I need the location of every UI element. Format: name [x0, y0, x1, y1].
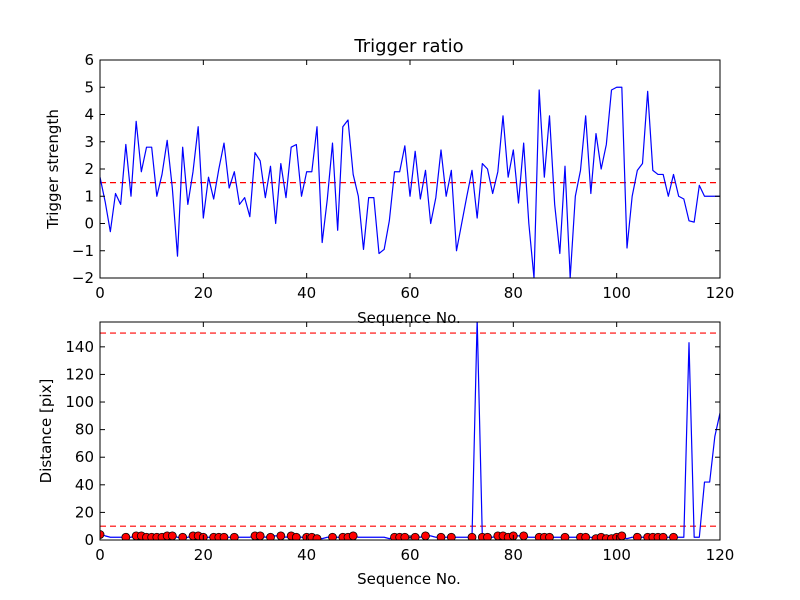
- distance-y-tick-label: 20: [75, 503, 94, 521]
- distance-y-tick-label: 40: [75, 476, 94, 494]
- trigger-series-line: [100, 86, 720, 278]
- distance-x-tick-label: 80: [504, 546, 523, 564]
- distance-x-tick-label: 20: [194, 546, 213, 564]
- distance-y-tick-label: 120: [65, 365, 94, 383]
- distance-marker-point: [669, 532, 678, 540]
- distance-marker-point: [421, 531, 430, 540]
- trigger-x-tick-label: 100: [602, 284, 631, 302]
- distance-marker-point: [100, 530, 105, 539]
- distance-x-tick-label: 120: [706, 546, 735, 564]
- trigger-y-tick-label: −2: [72, 269, 94, 287]
- distance-marker-point: [446, 532, 456, 540]
- distance-ylabel: Distance [pix]: [37, 379, 55, 484]
- distance-marker-point: [167, 531, 177, 540]
- distance-x-tick-label: 60: [400, 546, 419, 564]
- trigger-y-tick-label: 3: [84, 133, 94, 151]
- distance-marker-point: [483, 532, 492, 540]
- trigger-y-tick-label: 1: [84, 187, 94, 205]
- trigger-x-tick-label: 60: [400, 284, 419, 302]
- distance-marker-point: [276, 531, 286, 540]
- distance-y-tick-label: 0: [84, 531, 94, 549]
- distance-marker-point: [519, 531, 529, 540]
- trigger-y-tick-label: 0: [84, 215, 94, 233]
- distance-marker-point: [255, 531, 265, 540]
- distance-xlabel: Sequence No.: [357, 570, 461, 588]
- trigger-y-tick-label: 5: [84, 78, 94, 96]
- trigger-y-tick-label: 2: [84, 160, 94, 178]
- trigger-ratio-xlabel: Sequence No.: [357, 309, 461, 327]
- distance-x-tick-label: 100: [602, 546, 631, 564]
- distance-marker-point: [617, 531, 627, 540]
- distance-y-tick-label: 140: [65, 338, 94, 356]
- distance-marker-point: [436, 532, 446, 540]
- distance-marker-point: [467, 532, 477, 540]
- trigger-x-tick-label: 0: [95, 284, 105, 302]
- distance-marker-point: [312, 534, 322, 540]
- distance-marker-point: [229, 532, 239, 540]
- trigger-x-tick-label: 120: [706, 284, 735, 302]
- distance-marker-point: [291, 532, 301, 540]
- distance-marker-point: [266, 532, 275, 540]
- distance-marker-point: [328, 532, 337, 540]
- distance-marker-point: [400, 532, 410, 540]
- distance-x-tick-label: 0: [95, 546, 105, 564]
- trigger-x-tick-label: 80: [504, 284, 523, 302]
- distance-marker-point: [632, 532, 642, 540]
- distance-y-tick-label: 100: [65, 393, 94, 411]
- distance-plot: Sequence No. Distance [pix] 0 20 40 60 80 100…: [37, 321, 735, 588]
- distance-y-tick-label: 80: [75, 421, 94, 439]
- distance-marker-point: [219, 532, 229, 540]
- trigger-y-tick-label: 4: [84, 106, 94, 124]
- distance-marker-point: [560, 532, 570, 540]
- distance-marker-point: [348, 531, 358, 540]
- trigger-ratio-ylabel: Trigger strength: [44, 109, 62, 230]
- trigger-x-tick-label: 40: [297, 284, 316, 302]
- distance-marker-point: [658, 532, 668, 540]
- trigger-y-tick-label: −1: [72, 242, 94, 260]
- trigger-ratio-plot: Trigger ratio Sequence No. Trigger stren…: [44, 36, 734, 327]
- distance-marker-point: [545, 532, 554, 540]
- distance-marker-point: [178, 532, 188, 540]
- trigger-y-tick-label: 6: [84, 51, 94, 69]
- distance-marker-point: [121, 532, 131, 540]
- distance-y-tick-label: 60: [75, 448, 94, 466]
- distance-marker-point: [581, 532, 591, 540]
- trigger-x-tick-label: 20: [194, 284, 213, 302]
- distance-markers: [100, 530, 678, 540]
- trigger-ratio-title: Trigger ratio: [353, 36, 463, 57]
- distance-marker-point: [410, 532, 420, 540]
- distance-x-tick-label: 40: [297, 546, 316, 564]
